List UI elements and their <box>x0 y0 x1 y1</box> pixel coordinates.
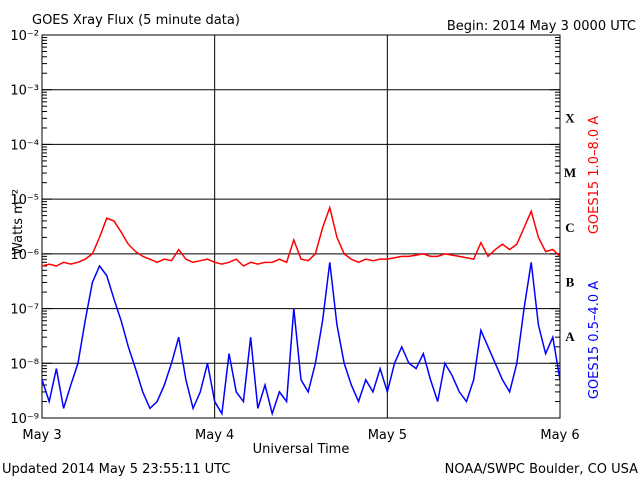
class-label: B <box>566 274 575 289</box>
y-axis-label: Watts m⁻² <box>11 189 26 255</box>
x-tick-label: May 3 <box>22 428 61 443</box>
x-tick-label: May 4 <box>195 428 234 443</box>
y-tick-label: 10⁻⁶ <box>10 248 39 263</box>
legend-entry: GOES15 0.5–4.0 A <box>587 281 602 399</box>
x-axis-label: Universal Time <box>253 442 350 457</box>
y-tick-label: 10⁻⁷ <box>10 303 39 318</box>
series-line <box>42 205 560 267</box>
y-tick-label: 10⁻³ <box>10 84 39 99</box>
x-tick-label: May 6 <box>540 428 579 443</box>
y-tick-label: 10⁻² <box>10 29 39 44</box>
plot-frame <box>41 34 561 419</box>
chart-subtitle: Begin: 2014 May 3 0000 UTC <box>447 19 636 34</box>
footer-right: NOAA/SWPC Boulder, CO USA <box>445 462 638 477</box>
class-label: C <box>565 220 574 235</box>
legend-entry: GOES15 1.0–8.0 A <box>587 116 602 234</box>
y-tick-label: 10⁻⁸ <box>10 357 39 372</box>
class-label: X <box>565 110 575 125</box>
y-tick-label: 10⁻⁴ <box>10 138 39 153</box>
y-tick-label: 10⁻⁵ <box>10 193 39 208</box>
series-line <box>42 262 560 417</box>
footer-left: Updated 2014 May 5 23:55:11 UTC <box>2 462 230 477</box>
class-label: A <box>565 329 575 344</box>
chart-title: GOES Xray Flux (5 minute data) <box>32 13 240 28</box>
x-tick-label: May 5 <box>368 428 407 443</box>
class-label: M <box>564 165 576 180</box>
y-tick-label: 10⁻⁹ <box>10 412 39 427</box>
